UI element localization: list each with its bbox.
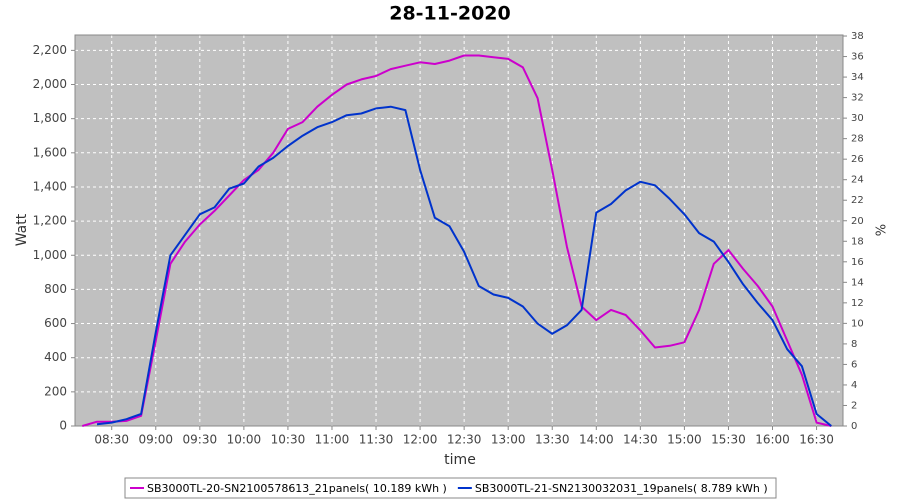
x-tick-label: 12:30 xyxy=(447,433,482,447)
y2-tick-label: 30 xyxy=(851,113,864,124)
y2-tick-label: 24 xyxy=(851,175,864,186)
x-tick-label: 11:00 xyxy=(315,433,350,447)
y-tick-label: 1,800 xyxy=(33,111,67,125)
y-tick-label: 600 xyxy=(44,316,67,330)
y2-tick-label: 32 xyxy=(851,93,864,104)
y-tick-label: 1,000 xyxy=(33,248,67,262)
y2-tick-label: 0 xyxy=(851,421,857,432)
y-tick-label: 2,200 xyxy=(33,43,67,57)
y2-tick-label: 4 xyxy=(851,380,857,391)
y2-tick-label: 14 xyxy=(851,277,864,288)
y2-tick-label: 6 xyxy=(851,359,857,370)
legend xyxy=(124,477,777,499)
x-axis-label: time xyxy=(444,452,476,468)
y-axis-label: Watt xyxy=(14,213,30,246)
plot-area xyxy=(75,35,843,426)
x-tick-label: 14:00 xyxy=(579,433,614,447)
y-tick-label: 0 xyxy=(59,419,67,433)
x-tick-label: 16:30 xyxy=(799,433,834,447)
x-tick-label: 13:00 xyxy=(491,433,526,447)
x-tick-label: 09:00 xyxy=(138,433,173,447)
y-tick-label: 1,400 xyxy=(33,179,67,193)
y2-axis-label: % xyxy=(875,224,890,236)
series-line xyxy=(82,54,832,427)
x-tick-label: 16:00 xyxy=(755,433,790,447)
y2-tick-label: 12 xyxy=(851,298,864,309)
y2-tick-label: 26 xyxy=(851,154,864,165)
x-tick-label: 15:00 xyxy=(667,433,702,447)
y-tick-label: 1,200 xyxy=(33,214,67,228)
y2-tick-label: 38 xyxy=(851,31,864,42)
y2-tick-label: 22 xyxy=(851,195,864,206)
x-tick-label: 12:00 xyxy=(403,433,438,447)
y-tick-label: 1,600 xyxy=(33,145,67,159)
y2-tick-label: 2 xyxy=(851,400,857,411)
legend-label: SB3000TL-21-SN2130032031_19panels( 8.789… xyxy=(475,482,768,495)
y-tick-label: 800 xyxy=(44,282,67,296)
y2-tick-label: 34 xyxy=(851,72,864,83)
y2-tick-label: 16 xyxy=(851,257,864,268)
y-tick-label: 400 xyxy=(44,350,67,364)
y-tick-label: 200 xyxy=(44,384,67,398)
x-tick-label: 15:30 xyxy=(711,433,746,447)
y2-tick-label: 28 xyxy=(851,134,864,145)
y2-tick-label: 20 xyxy=(851,216,864,227)
y2-tick-label: 36 xyxy=(851,52,864,63)
plot-border xyxy=(74,34,844,427)
x-tick-label: 10:00 xyxy=(227,433,262,447)
x-tick-label: 14:30 xyxy=(623,433,658,447)
y-tick-label: 2,000 xyxy=(33,77,67,91)
series-line xyxy=(96,105,832,427)
x-tick-label: 10:30 xyxy=(271,433,306,447)
x-tick-label: 11:30 xyxy=(359,433,394,447)
x-tick-label: 13:30 xyxy=(535,433,570,447)
y2-tick-label: 18 xyxy=(851,236,864,247)
y2-tick-label: 8 xyxy=(851,339,857,350)
legend-label: SB3000TL-20-SN2100578613_21panels( 10.18… xyxy=(147,482,447,495)
x-tick-label: 08:30 xyxy=(94,433,129,447)
x-tick-label: 09:30 xyxy=(183,433,218,447)
y2-tick-label: 10 xyxy=(851,318,864,329)
chart-title: 28-11-2020 xyxy=(389,3,511,25)
